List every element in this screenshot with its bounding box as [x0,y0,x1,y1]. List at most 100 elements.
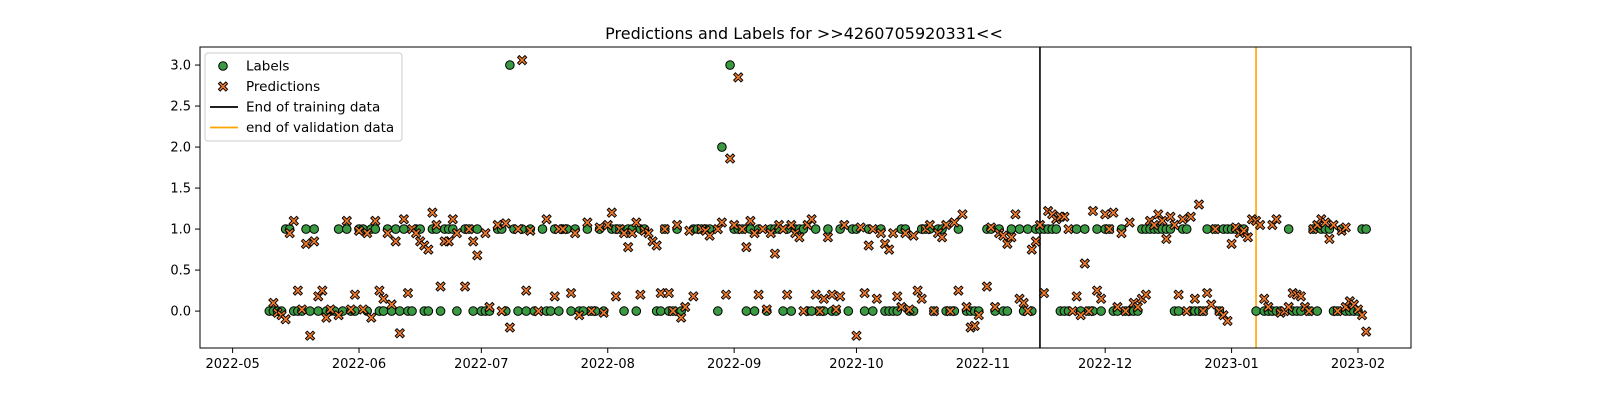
label-point [341,224,352,234]
prediction-point [949,217,960,228]
label-point [1002,306,1013,316]
label-point [1312,306,1323,316]
prediction-point [724,153,736,164]
prediction-point [1132,301,1144,313]
prediction-point [382,227,393,239]
prediction-point [447,213,459,225]
label-point [399,224,409,234]
prediction-point [1108,207,1119,218]
prediction-point [765,227,777,239]
prediction-point [1034,219,1046,231]
label-point [1283,224,1294,234]
prediction-point [622,241,634,253]
prediction-point [390,236,401,247]
prediction-point [940,219,952,231]
prediction-point [463,223,475,235]
prediction-point [851,330,862,341]
prediction-point [573,309,585,321]
y-tick-label: 2.0 [170,141,191,156]
label-point [806,306,817,316]
prediction-point [1165,211,1176,223]
prediction-point [741,241,752,253]
label-point [513,306,523,316]
prediction-point [1263,301,1274,313]
label-point [390,224,401,234]
label-point [554,306,564,316]
prediction-point [610,291,622,302]
prediction-point [394,328,406,339]
prediction-point [1124,217,1135,228]
prediction-point [341,215,353,227]
prediction-point [659,223,671,235]
prediction-point [1210,223,1221,235]
label-point [378,306,389,316]
prediction-point [989,301,1001,313]
prediction-point [973,309,985,321]
prediction-point [284,227,295,239]
label-point [823,224,833,234]
prediction-point [1254,219,1266,231]
prediction-point [361,227,373,239]
prediction-point [317,285,328,296]
prediction-point [663,287,675,299]
legend-labels-marker [218,61,228,71]
prediction-point [671,219,683,231]
prediction-point [1006,232,1017,243]
label-point [537,224,548,234]
prediction-point [467,236,479,247]
prediction-point [1063,223,1074,235]
prediction-point [1185,211,1197,223]
prediction-point [875,227,887,239]
prediction-point [631,217,642,228]
prediction-point [345,304,357,315]
prediction-point [896,301,907,313]
prediction-point [1205,299,1217,310]
prediction-point [431,219,442,231]
prediction-point [1022,305,1033,317]
prediction-point [1201,287,1213,299]
prediction-point [357,304,369,315]
prediction-point [1079,258,1091,269]
prediction-point [908,230,919,241]
prediction-point [512,223,524,235]
prediction-point [1283,301,1294,313]
prediction-point [1324,233,1335,245]
legend-box [204,52,403,142]
label-point [309,224,319,234]
prediction-point [1030,236,1042,247]
label-point [301,224,311,234]
prediction-point [1002,238,1013,250]
prediction-point [794,232,805,243]
label-point [717,142,727,152]
label-point [452,306,462,316]
prediction-point [1189,293,1201,305]
label-point [725,60,735,70]
prediction-point [1083,305,1095,317]
prediction-point [781,289,793,300]
prediction-point [1197,305,1209,317]
label-point [313,306,324,316]
axes-frame [199,46,1412,349]
prediction-point [675,312,687,323]
label-point [394,306,405,316]
prediction-point [749,227,760,239]
prediction-point [280,314,291,325]
prediction-point [1242,232,1254,243]
prediction-point [745,215,756,227]
prediction-point [1104,223,1115,235]
prediction-point [716,217,728,228]
label-point [1080,224,1090,234]
prediction-point [423,244,434,255]
prediction-point [472,250,483,261]
prediction-point [855,222,866,233]
prediction-point [785,219,797,231]
prediction-point [912,285,923,296]
prediction-point [769,248,781,259]
prediction-point [961,301,972,313]
prediction-point [443,236,454,247]
prediction-point [679,301,691,313]
prediction-point [720,289,732,300]
x-tick-label: 2022-12 [1078,357,1132,372]
prediction-point [1238,225,1250,236]
prediction-point [1091,285,1103,296]
